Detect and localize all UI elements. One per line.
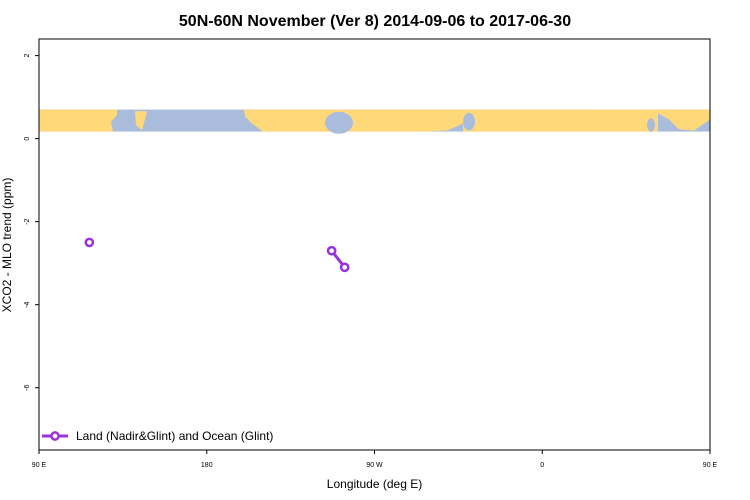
ocean-hudson-bay [325, 111, 353, 134]
x-tick-label: 90 W [366, 462, 383, 469]
data-point [84, 237, 95, 248]
y-tick-label: -4 [24, 301, 31, 307]
y-tick-label: -6 [24, 385, 31, 391]
chart-title: 50N-60N November (Ver 8) 2014-09-06 to 2… [179, 13, 571, 30]
land-kamchatka [135, 111, 147, 131]
land-eurasia-east [39, 109, 117, 132]
legend-label: Land (Nadir&Glint) and Ocean (Glint) [76, 429, 273, 443]
x-axis: 90 E 180 90 W 0 90 E [32, 450, 718, 469]
plot-frame [38, 38, 711, 451]
data-point [326, 245, 337, 256]
land-eurasia-bay [651, 109, 710, 131]
land-uk [431, 111, 449, 130]
x-axis-label: Longitude (deg E) [327, 477, 422, 491]
y-tick-label: 0 [24, 137, 31, 141]
ocean-caspian [647, 118, 655, 132]
y-axis-label: XCO2 - MLO trend (ppm) [0, 178, 14, 313]
ocean-baltic [463, 112, 475, 131]
series-layer [84, 237, 350, 273]
x-tick-label: 0 [540, 462, 544, 469]
y-axis: 2 0 -2 -4 -6 [24, 54, 39, 391]
x-tick-label: 90 E [32, 462, 47, 469]
x-tick-label: 180 [201, 462, 213, 469]
land-eurasia-west [463, 109, 658, 132]
ocean-okhotsk [115, 111, 131, 132]
map-band [39, 109, 710, 134]
data-point [339, 262, 350, 273]
y-tick-label: 2 [24, 54, 31, 58]
legend: Land (Nadir&Glint) and Ocean (Glint) [42, 429, 273, 443]
x-tick-label: 90 E [703, 462, 718, 469]
y-tick-label: -2 [24, 218, 31, 224]
legend-swatch-marker [50, 431, 60, 441]
